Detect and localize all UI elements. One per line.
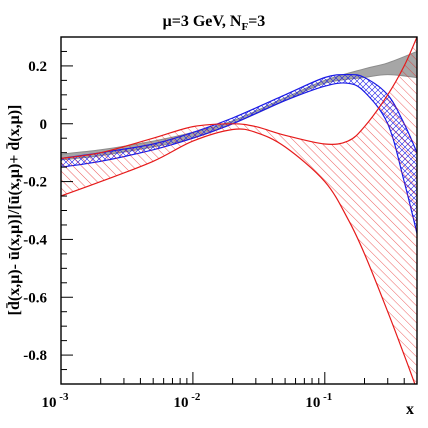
x-tick-label: 10 -2 (173, 391, 200, 411)
y-tick-label: 0.2 (28, 59, 47, 75)
x-axis-label: x (406, 401, 414, 418)
y-tick-label: -0.4 (23, 232, 47, 248)
red-band-upper-edge (61, 37, 417, 159)
red-band-area (61, 37, 417, 384)
x-tick-label: 10 -3 (42, 391, 69, 411)
red-band (61, 37, 417, 384)
data-bands (61, 37, 417, 384)
y-tick-label: -0.2 (23, 175, 47, 191)
y-tick-label: 0 (40, 117, 48, 133)
chart-title: μ=3 GeV, NF=3 (163, 13, 266, 33)
y-axis-label: [d̄(x,μ)- ū(x,μ)]/[ū(x,μ)+ d̄(x,μ)] (4, 105, 23, 316)
y-tick-label: -0.8 (23, 348, 47, 364)
x-axis-ticks: 10 -3 10 -2 10 -1 (42, 372, 418, 411)
y-axis-ticks: 0.2 0 -0.2 -0.4 -0.6 -0.8 (23, 36, 73, 385)
y-tick-label: -0.6 (23, 290, 47, 306)
red-band-lower-edge (61, 128, 416, 384)
x-tick-label: 10 -1 (305, 391, 332, 411)
